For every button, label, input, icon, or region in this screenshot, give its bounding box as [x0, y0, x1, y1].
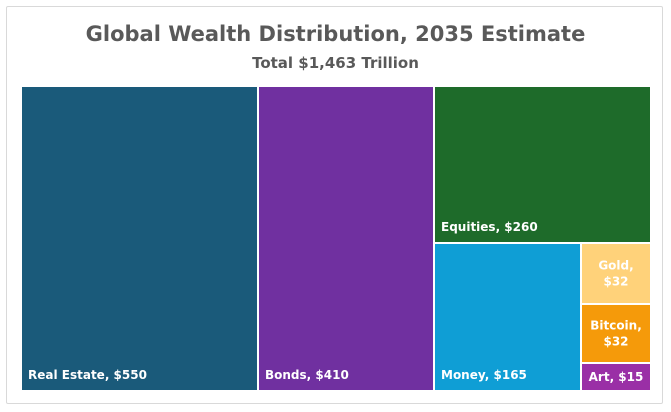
treemap-label-bitcoin-line-1: $32 — [603, 335, 628, 349]
treemap-label-art: Art, $15 — [589, 370, 644, 384]
treemap-rect-money — [435, 244, 580, 390]
treemap-rect-bitcoin — [582, 305, 650, 362]
treemap-label-bitcoin-line-0: Bitcoin, — [590, 319, 642, 333]
chart-subtitle: Total $1,463 Trillion — [252, 54, 419, 72]
treemap-tile-equities: Equities, $260 — [435, 87, 650, 242]
treemap-rect-gold — [582, 244, 650, 303]
treemap-tile-bitcoin: Bitcoin, $32 — [582, 305, 650, 362]
treemap-label-equities: Equities, $260 — [441, 220, 538, 234]
treemap-tile-gold: Gold, $32 — [582, 244, 650, 303]
treemap-rect-equities — [435, 87, 650, 242]
chart-title: Global Wealth Distribution, 2035 Estimat… — [85, 22, 586, 46]
treemap-tile-money: Money, $165 — [435, 244, 580, 390]
treemap-label-gold-line-1: $32 — [603, 275, 628, 289]
treemap-label-bonds: Bonds, $410 — [265, 368, 349, 382]
treemap-tile-real-estate: Real Estate, $550 — [22, 87, 257, 390]
treemap-label-real-estate: Real Estate, $550 — [28, 368, 147, 382]
treemap-rect-real-estate — [22, 87, 257, 390]
treemap-rect-art — [582, 364, 650, 390]
treemap-tile-art: Art, $15 — [582, 364, 650, 390]
treemap-tile-bonds: Bonds, $410 — [259, 87, 433, 390]
treemap-rect-bonds — [259, 87, 433, 390]
treemap-label-gold-line-0: Gold, — [598, 259, 633, 273]
treemap-label-money: Money, $165 — [441, 368, 527, 382]
